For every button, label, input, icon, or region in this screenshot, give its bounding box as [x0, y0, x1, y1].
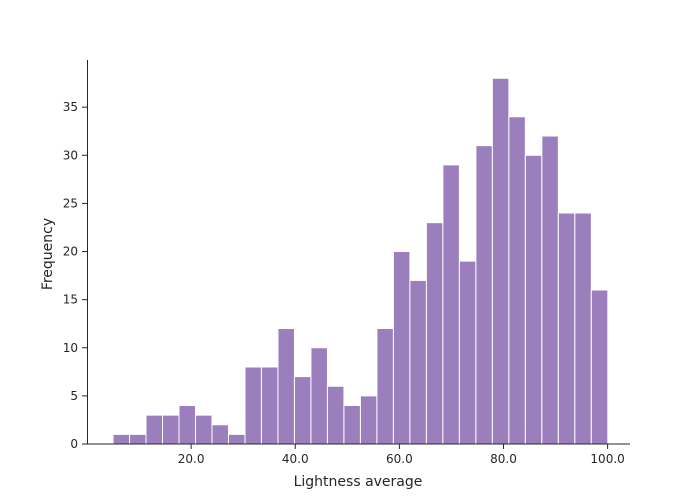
histogram-bar	[129, 433, 147, 445]
y-tick-label: 5	[70, 389, 78, 403]
histogram-bar	[343, 405, 361, 445]
x-axis-ticks: 20.0 40.0 60.0 80.0 100.0	[178, 444, 625, 466]
histogram-bar	[162, 414, 180, 445]
histogram-bar	[227, 433, 246, 445]
histogram-bar	[293, 376, 312, 445]
y-tick-label: 20	[63, 245, 78, 259]
histogram-bar	[376, 328, 394, 445]
x-tick-label: 100.0	[590, 452, 624, 466]
histogram-bar	[475, 145, 493, 445]
x-axis-title: Lightness average	[294, 474, 423, 490]
y-tick-label: 10	[63, 341, 78, 355]
y-tick-label: 0	[70, 437, 78, 451]
histogram-bar	[392, 251, 411, 445]
x-tick-label: 20.0	[178, 452, 205, 466]
histogram-bar	[359, 395, 378, 445]
histogram-bar	[178, 405, 196, 445]
histogram-bar	[112, 433, 131, 445]
y-tick-label: 15	[63, 293, 78, 307]
x-tick-label: 60.0	[386, 452, 413, 466]
histogram-bar	[425, 222, 444, 445]
histogram-bar	[326, 385, 345, 445]
histogram-bar	[458, 260, 477, 445]
histogram-bar	[557, 212, 576, 445]
histogram-bar	[277, 328, 295, 445]
histogram-bar	[574, 212, 592, 445]
histogram-bar	[211, 424, 229, 445]
histogram-bar	[260, 366, 279, 445]
x-tick-label: 40.0	[282, 452, 309, 466]
histogram-bar	[524, 154, 543, 445]
histogram-bars	[112, 77, 609, 445]
histogram-bar	[442, 164, 460, 445]
x-tick-label: 80.0	[490, 452, 517, 466]
y-tick-label: 35	[63, 100, 78, 114]
histogram-bar	[409, 279, 427, 445]
y-tick-label: 30	[63, 148, 78, 162]
histogram-bar	[491, 77, 510, 445]
histogram-bar	[244, 366, 262, 445]
histogram-bar	[590, 289, 609, 445]
histogram-bar	[145, 414, 164, 445]
histogram-bar	[508, 116, 526, 445]
axes	[87, 60, 630, 445]
histogram-bar	[541, 135, 559, 445]
histogram-bar	[194, 414, 213, 445]
y-tick-label: 25	[63, 196, 78, 210]
y-axis-ticks: 0 5 10 15 20 25 30 35	[63, 100, 87, 451]
y-axis-title: Frequency	[40, 218, 56, 290]
histogram-bar	[310, 347, 328, 445]
